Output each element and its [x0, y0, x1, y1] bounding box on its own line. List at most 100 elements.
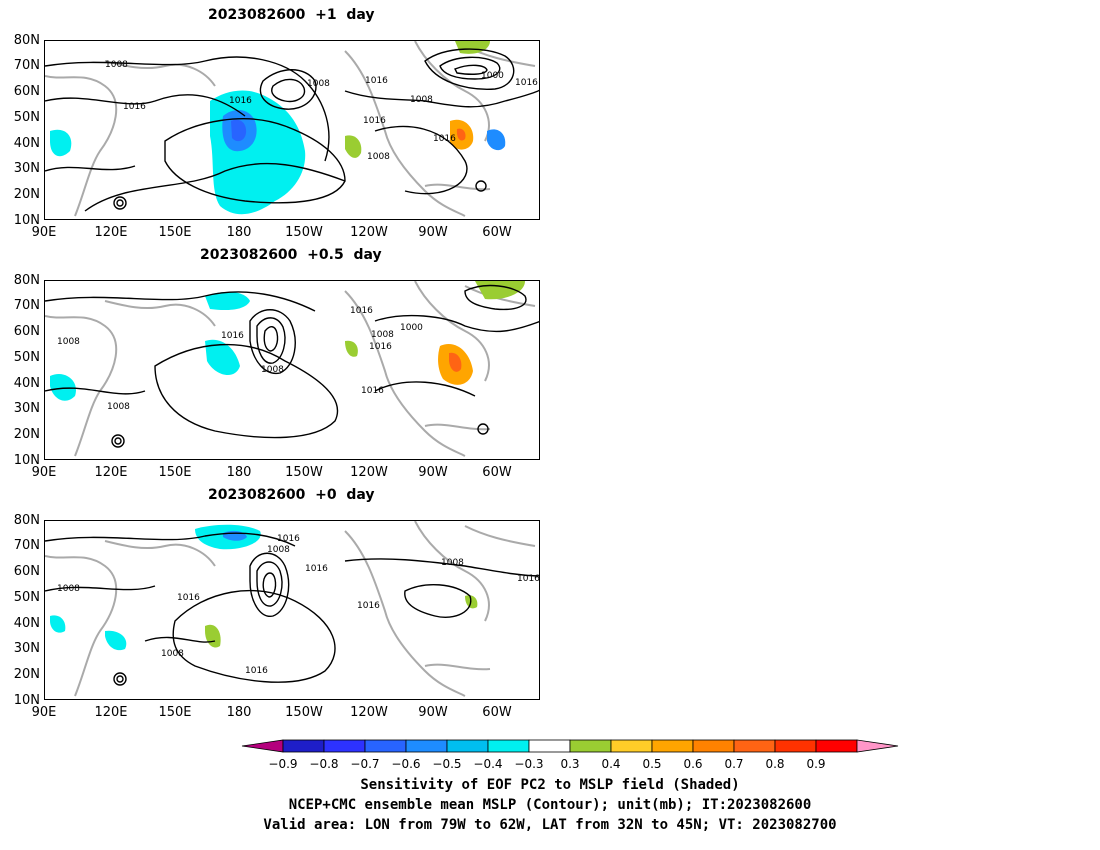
lon-label: 120W [350, 705, 388, 720]
colorbar-tick-label: −0.9 [268, 757, 298, 771]
lat-label: 20N [13, 427, 40, 442]
lon-label: 180 [226, 705, 252, 720]
colorbar-swatch [323, 739, 366, 753]
shade-cyan-west [50, 615, 66, 633]
colorbar-swatch [364, 739, 407, 753]
map-panel-p3: 1016 1008 1016 1008 1016 1016 1008 1008 … [44, 520, 540, 700]
contour-label: 1016 [365, 76, 388, 86]
caption-line-2: NCEP+CMC ensemble mean MSLP (Contour); u… [288, 797, 812, 813]
contour-label: 1016 [433, 134, 456, 144]
contour-label: 1008 [107, 402, 130, 412]
contour-label: 1008 [441, 558, 464, 568]
contour-labels: 1008 1008 1016 1016 1008 1016 1000 1016 … [105, 60, 538, 162]
contour-label: 1016 [517, 574, 540, 584]
caption-line-1: Sensitivity of EOF PC2 to MSLP field (Sh… [360, 777, 740, 793]
colorbar-swatch [651, 739, 694, 753]
colorbar-left-arrow [241, 739, 284, 753]
lat-label: 50N [13, 350, 40, 365]
contour-label: 1016 [221, 331, 244, 341]
contour-label: 1008 [307, 79, 330, 89]
panel-title-p3: 2023082600 +0 day [208, 487, 375, 503]
colorbar-tick-label: −0.7 [350, 757, 380, 771]
lon-label: 180 [226, 465, 252, 480]
lat-label: 30N [13, 161, 40, 176]
panel-title-p1: 2023082600 +1 day [208, 7, 375, 23]
shade-red-us [456, 128, 466, 141]
lon-label: 90E [31, 465, 57, 480]
contour-label: 1016 [123, 102, 146, 112]
lon-label: 120W [350, 465, 388, 480]
map-panel-p2: 1016 1008 1016 1008 1008 1000 1016 1016 … [44, 280, 540, 460]
lon-label: 60W [482, 465, 512, 480]
sensitivity-shading [50, 281, 525, 401]
colorbar-swatch [610, 739, 653, 753]
mslp-contours [45, 48, 539, 212]
map-svg-p2: 1016 1008 1016 1008 1008 1000 1016 1016 … [45, 281, 539, 457]
shade-green-top [455, 41, 490, 54]
colorbar-swatch [446, 739, 489, 753]
colorbar-swatch [733, 739, 776, 753]
contour-labels: 1016 1008 1016 1008 1008 1000 1016 1016 … [57, 306, 423, 412]
colorbar-swatch [282, 739, 325, 753]
colorbar-tick-label: −0.6 [391, 757, 421, 771]
contour-label: 1016 [177, 593, 200, 603]
lon-label: 150W [285, 465, 323, 480]
contour-label: 1016 [369, 342, 392, 352]
map-svg-p3: 1016 1008 1016 1008 1016 1016 1008 1008 … [45, 521, 540, 697]
contour-label: 1008 [105, 60, 128, 70]
contour-label: 1008 [261, 365, 284, 375]
lat-label: 70N [13, 538, 40, 553]
contour-label: 1016 [363, 116, 386, 126]
contour-label: 1016 [229, 96, 252, 106]
lon-label: 120E [94, 225, 128, 240]
lat-label: 60N [13, 564, 40, 579]
lat-label: 10N [13, 693, 40, 708]
colorbar-tick-label: −0.5 [432, 757, 462, 771]
colorbar-right-arrow [856, 739, 899, 753]
lon-label: 150E [158, 225, 192, 240]
panel-title-p2: 2023082600 +0.5 day [200, 247, 382, 263]
sensitivity-shading [50, 524, 478, 651]
lon-label: 90W [418, 225, 448, 240]
contour-label: 1000 [400, 323, 423, 333]
lon-label: 60W [482, 705, 512, 720]
lat-label: 10N [13, 213, 40, 228]
colorbar-swatch [692, 739, 735, 753]
lat-label: 60N [13, 84, 40, 99]
contour-label: 1008 [410, 95, 433, 105]
contour-labels: 1016 1008 1016 1008 1016 1016 1008 1008 … [57, 534, 540, 676]
colorbar-swatch [815, 739, 858, 753]
shade-green-mid [205, 624, 221, 648]
lat-label: 40N [13, 616, 40, 631]
lat-label: 70N [13, 58, 40, 73]
contour-label: 1008 [371, 330, 394, 340]
colorbar-tick-label: 0.3 [560, 757, 580, 771]
contour-label: 1016 [357, 601, 380, 611]
contour-label: 1016 [350, 306, 373, 316]
lat-label: 80N [13, 273, 40, 288]
contour-label: 1016 [361, 386, 384, 396]
colorbar-tick-label: 0.6 [683, 757, 703, 771]
colorbar-tick-label: −0.8 [309, 757, 339, 771]
lon-label: 120E [94, 465, 128, 480]
lon-label: 90W [418, 465, 448, 480]
shade-red-us [449, 352, 462, 372]
lon-label: 90E [31, 225, 57, 240]
contour-label: 1016 [305, 564, 328, 574]
shade-green-west [345, 135, 362, 158]
lat-label: 30N [13, 401, 40, 416]
lon-label: 90W [418, 705, 448, 720]
shade-cyan-west [50, 373, 76, 401]
colorbar-tick-label: −0.3 [514, 757, 544, 771]
contour-label: 1016 [515, 78, 538, 88]
lon-label: 120E [94, 705, 128, 720]
lon-label: 90E [31, 705, 57, 720]
contour-label: 1000 [481, 71, 504, 81]
lon-label: 150W [285, 705, 323, 720]
contour-label: 1016 [277, 534, 300, 544]
colorbar-swatch [774, 739, 817, 753]
lat-label: 20N [13, 667, 40, 682]
contour-label: 1008 [367, 152, 390, 162]
colorbar-tick-label: 0.8 [765, 757, 785, 771]
lat-label: 60N [13, 324, 40, 339]
